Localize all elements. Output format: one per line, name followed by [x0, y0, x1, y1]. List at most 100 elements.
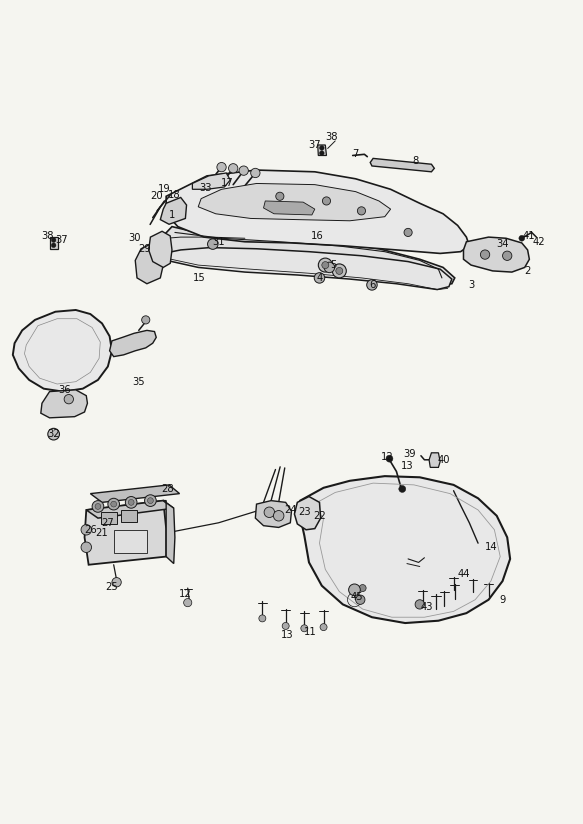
- Circle shape: [320, 624, 327, 630]
- Polygon shape: [166, 170, 469, 254]
- Circle shape: [415, 600, 424, 609]
- Circle shape: [349, 584, 360, 596]
- Circle shape: [480, 250, 490, 260]
- Text: 37: 37: [308, 140, 321, 150]
- Bar: [114, 530, 147, 553]
- Polygon shape: [110, 330, 156, 357]
- Polygon shape: [41, 390, 87, 418]
- Text: 44: 44: [457, 569, 470, 579]
- Text: 41: 41: [523, 231, 536, 241]
- Text: 2: 2: [525, 266, 531, 276]
- Text: 13: 13: [280, 630, 293, 639]
- Circle shape: [322, 197, 331, 205]
- Circle shape: [332, 264, 346, 278]
- Polygon shape: [154, 227, 455, 285]
- Text: 8: 8: [412, 157, 418, 166]
- Text: 37: 37: [55, 235, 68, 245]
- Polygon shape: [198, 184, 391, 221]
- Circle shape: [259, 615, 266, 622]
- Polygon shape: [192, 173, 230, 190]
- Circle shape: [95, 503, 101, 509]
- Text: 27: 27: [101, 517, 114, 527]
- Circle shape: [264, 507, 275, 517]
- Circle shape: [51, 243, 56, 247]
- Circle shape: [108, 499, 120, 510]
- Bar: [101, 513, 117, 524]
- Circle shape: [273, 511, 284, 521]
- Text: 4: 4: [317, 273, 322, 283]
- Polygon shape: [318, 145, 326, 156]
- Circle shape: [399, 485, 406, 493]
- Text: 45: 45: [350, 592, 363, 602]
- Text: 7: 7: [353, 149, 359, 159]
- Polygon shape: [463, 237, 529, 272]
- Polygon shape: [50, 237, 58, 249]
- Text: 17: 17: [221, 179, 234, 189]
- Text: 11: 11: [304, 627, 317, 638]
- Circle shape: [112, 578, 121, 587]
- Circle shape: [251, 168, 260, 178]
- Text: 12: 12: [179, 589, 192, 599]
- Circle shape: [147, 498, 153, 503]
- Polygon shape: [163, 501, 175, 564]
- Polygon shape: [85, 501, 166, 564]
- Polygon shape: [370, 158, 434, 172]
- Polygon shape: [264, 201, 315, 215]
- Text: 21: 21: [96, 528, 108, 538]
- Bar: [121, 510, 137, 522]
- Text: 32: 32: [47, 429, 60, 439]
- Circle shape: [125, 497, 137, 508]
- Text: 35: 35: [132, 377, 145, 386]
- Circle shape: [81, 542, 92, 553]
- Text: 38: 38: [41, 231, 54, 241]
- Circle shape: [519, 236, 525, 241]
- Circle shape: [318, 258, 332, 272]
- Circle shape: [276, 192, 284, 200]
- Circle shape: [324, 262, 335, 273]
- Text: 3: 3: [468, 280, 474, 290]
- Text: 40: 40: [438, 455, 451, 465]
- Text: 22: 22: [313, 511, 326, 521]
- Circle shape: [386, 455, 393, 462]
- Text: 12: 12: [381, 452, 394, 462]
- Circle shape: [503, 251, 512, 260]
- Circle shape: [81, 525, 92, 535]
- Circle shape: [48, 428, 59, 440]
- Circle shape: [239, 166, 248, 176]
- Text: 5: 5: [331, 260, 336, 270]
- Circle shape: [359, 584, 366, 592]
- Text: 33: 33: [199, 183, 212, 193]
- Circle shape: [145, 494, 156, 507]
- Circle shape: [128, 499, 134, 505]
- Circle shape: [319, 151, 324, 156]
- Circle shape: [301, 625, 308, 632]
- Circle shape: [314, 273, 325, 283]
- Text: 42: 42: [533, 236, 546, 246]
- Polygon shape: [156, 247, 452, 289]
- Text: 36: 36: [58, 385, 71, 395]
- Text: 38: 38: [325, 132, 338, 142]
- Text: 13: 13: [401, 461, 413, 471]
- Text: 24: 24: [284, 505, 297, 515]
- Circle shape: [367, 279, 377, 290]
- Circle shape: [184, 598, 192, 606]
- Circle shape: [208, 239, 218, 250]
- Text: 16: 16: [311, 231, 324, 241]
- Polygon shape: [300, 476, 510, 623]
- Circle shape: [282, 622, 289, 630]
- Text: 30: 30: [128, 233, 141, 243]
- Text: 39: 39: [403, 449, 416, 459]
- Text: 43: 43: [420, 602, 433, 612]
- Text: 31: 31: [212, 236, 225, 246]
- Polygon shape: [294, 497, 321, 530]
- Circle shape: [322, 261, 329, 269]
- Text: 1: 1: [169, 210, 175, 220]
- Circle shape: [319, 146, 324, 150]
- Polygon shape: [149, 232, 172, 268]
- Text: 23: 23: [298, 508, 311, 517]
- Text: 9: 9: [500, 595, 505, 605]
- Polygon shape: [86, 501, 174, 518]
- Circle shape: [111, 501, 117, 507]
- Circle shape: [357, 207, 366, 215]
- Polygon shape: [429, 453, 440, 467]
